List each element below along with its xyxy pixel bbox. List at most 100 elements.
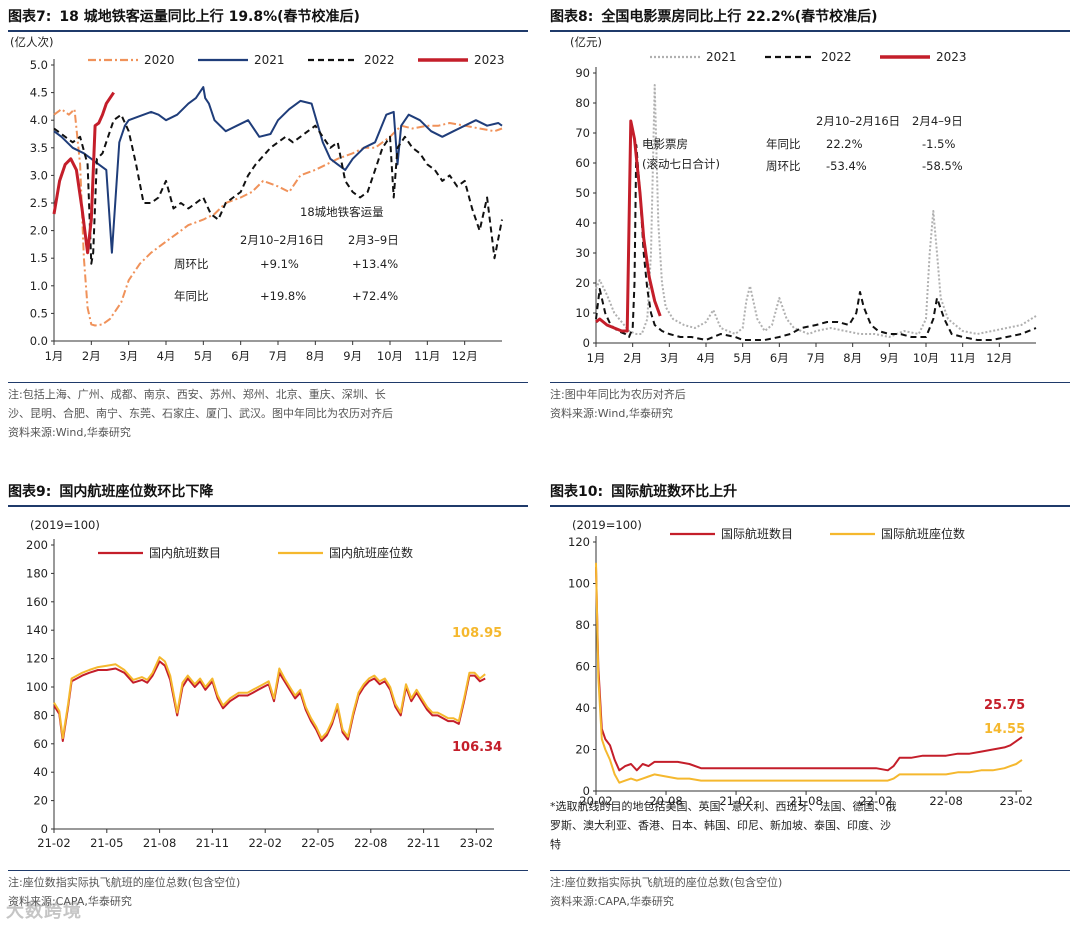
footnote-line: *选取航线的目的地包括美国、英国、意大利、西班牙、法国、德国、俄 xyxy=(550,800,897,813)
x-tick-label: 12月 xyxy=(986,351,1012,365)
annotation-value: +19.8% xyxy=(260,289,306,303)
y-tick-label: 30 xyxy=(575,246,590,260)
chart-title-text: 18 城地铁客运量同比上行 19.8%(春节校准后) xyxy=(59,9,360,25)
legend-label: 2022 xyxy=(364,53,395,67)
x-tick-label: 22-08 xyxy=(929,794,962,808)
chart-number: 图表7: xyxy=(8,9,52,25)
x-tick-label: 11月 xyxy=(950,351,976,365)
annotation-col-header: 2月10–2月16日 xyxy=(816,114,900,128)
x-tick-label: 9月 xyxy=(343,349,362,363)
x-tick-label: 1月 xyxy=(45,349,64,363)
x-tick-label: 3月 xyxy=(660,351,679,365)
footnote-line: 特 xyxy=(550,838,561,851)
annotation-value: +72.4% xyxy=(352,289,398,303)
y-tick-label: 90 xyxy=(575,66,590,80)
note-line: 注:图中年同比为农历对齐后 xyxy=(550,388,686,401)
y-tick-label: 5.0 xyxy=(30,58,48,72)
legend-label: 国际航班座位数 xyxy=(881,526,965,541)
series-line-0 xyxy=(53,660,486,742)
y-tick-label: 160 xyxy=(26,595,48,609)
x-tick-label: 20-08 xyxy=(649,794,682,808)
x-tick-label: 21-05 xyxy=(90,836,123,847)
annotation-row-label: 周环比 xyxy=(174,257,209,271)
x-tick-label: 5月 xyxy=(733,351,752,365)
notes: 注:包括上海、广州、成都、南京、西安、苏州、郑州、北京、重庆、深圳、长 沙、昆明… xyxy=(8,385,523,442)
x-tick-label: 6月 xyxy=(231,349,250,363)
legend-label: 2020 xyxy=(144,53,175,67)
note-line: 沙、昆明、合肥、南宁、东莞、石家庄、厦门、武汉。图中年同比为农历对齐后 xyxy=(8,407,393,420)
legend-label: 国际航班数目 xyxy=(721,526,793,541)
y-tick-label: 2.5 xyxy=(30,196,48,210)
legend-label: 2021 xyxy=(254,53,285,67)
series-line-1 xyxy=(595,144,1037,341)
chart-panel-boxoffice: 图表8: 全国电影票房同比上行 22.2%(春节校准后) (亿元) 0 10 20 30 4… xyxy=(550,0,1070,455)
x-tick-label: 21-08 xyxy=(789,794,822,808)
x-tick-label: 5月 xyxy=(194,349,213,363)
note-line: 注:包括上海、广州、成都、南京、西安、苏州、郑州、北京、重庆、深圳、长 xyxy=(8,388,386,401)
x-tick-label: 11月 xyxy=(414,349,440,363)
source-line: 资料来源:Wind,华泰研究 xyxy=(550,407,673,420)
y-tick-label: 0 xyxy=(583,336,590,350)
x-tick-label: 2月 xyxy=(623,351,642,365)
y-tick-label: 100 xyxy=(26,680,48,694)
x-tick-label: 7月 xyxy=(269,349,288,363)
x-tick-label: 9月 xyxy=(880,351,899,365)
y-tick-label: 3.5 xyxy=(30,141,48,155)
y-tick-label: 200 xyxy=(26,538,48,552)
notes: 注:座位数指实际执飞航班的座位总数(包含空位) 资料来源:CAPA,华泰研究 xyxy=(550,873,1065,911)
annotation-value: 22.2% xyxy=(826,137,863,151)
series-line-1 xyxy=(53,86,503,254)
x-tick-label: 20-02 xyxy=(579,794,612,808)
x-tick-label: 21-02 xyxy=(719,794,752,808)
annotation-value: +13.4% xyxy=(352,257,398,271)
chart-title: 图表7: 18 城地铁客运量同比上行 19.8%(春节校准后) xyxy=(8,4,528,32)
x-tick-label: 22-02 xyxy=(248,836,281,847)
annotation-value: -1.5% xyxy=(922,137,955,151)
chart-title-text: 国际航班数环比上升 xyxy=(611,484,738,500)
source-line: 资料来源:CAPA,华泰研究 xyxy=(550,895,674,908)
chart-number: 图表9: xyxy=(8,484,52,500)
divider xyxy=(8,870,528,871)
y-tick-label: 60 xyxy=(33,737,48,751)
y-axis-label: (2019=100) xyxy=(30,518,100,532)
annotation-row-label: 周环比 xyxy=(766,159,801,173)
chart-title: 图表8: 全国电影票房同比上行 22.2%(春节校准后) xyxy=(550,4,1070,32)
x-tick-label: 1月 xyxy=(587,351,606,365)
y-tick-label: 20 xyxy=(575,276,590,290)
y-tick-label: 0 xyxy=(583,784,590,798)
chart-title: 图表10: 国际航班数环比上升 xyxy=(550,479,1070,507)
boxoffice-line-chart: (亿元) 0 10 20 30 40 50 60 70 80 90 1月 2月 3月 4月 5月 6月 7月 8月 9… xyxy=(570,35,1037,365)
x-tick-label: 10月 xyxy=(913,351,939,365)
legend-label: 2023 xyxy=(474,53,505,67)
annotation-value: -53.4% xyxy=(826,159,867,173)
x-tick-label: 3月 xyxy=(119,349,138,363)
x-tick-label: 22-05 xyxy=(301,836,334,847)
notes: 注:图中年同比为农历对齐后 资料来源:Wind,华泰研究 xyxy=(550,385,1065,423)
x-tick-label: 6月 xyxy=(770,351,789,365)
y-axis-label: (亿人次) xyxy=(10,35,53,49)
y-tick-label: 1.5 xyxy=(30,251,48,265)
divider xyxy=(550,870,1070,871)
x-tick-label: 10月 xyxy=(377,349,403,363)
divider xyxy=(8,382,528,383)
source-line: 资料来源:CAPA,华泰研究 xyxy=(8,895,132,908)
series-line-0 xyxy=(595,84,1037,338)
y-tick-label: 120 xyxy=(26,652,48,666)
x-tick-label: 2月 xyxy=(82,349,101,363)
y-tick-label: 10 xyxy=(575,306,590,320)
y-tick-label: 40 xyxy=(575,701,590,715)
chart-title-text: 全国电影票房同比上行 22.2%(春节校准后) xyxy=(601,9,878,25)
annotation-value: +9.1% xyxy=(260,257,299,271)
notes: 注:座位数指实际执飞航班的座位总数(包含空位) 资料来源:CAPA,华泰研究 xyxy=(8,873,523,911)
y-tick-label: 80 xyxy=(33,708,48,722)
x-tick-label: 12月 xyxy=(452,349,478,363)
x-tick-label: 4月 xyxy=(697,351,716,365)
annotation-row-label: 年同比 xyxy=(174,289,209,303)
y-tick-label: 120 xyxy=(568,535,590,549)
y-tick-label: 20 xyxy=(575,743,590,757)
y-tick-label: 0 xyxy=(41,822,48,836)
legend-label: 2022 xyxy=(821,50,852,64)
annotation-heading: 电影票房 xyxy=(642,137,688,151)
end-value-label-seats: 14.55 xyxy=(984,722,1025,737)
series-line-0 xyxy=(53,108,503,327)
